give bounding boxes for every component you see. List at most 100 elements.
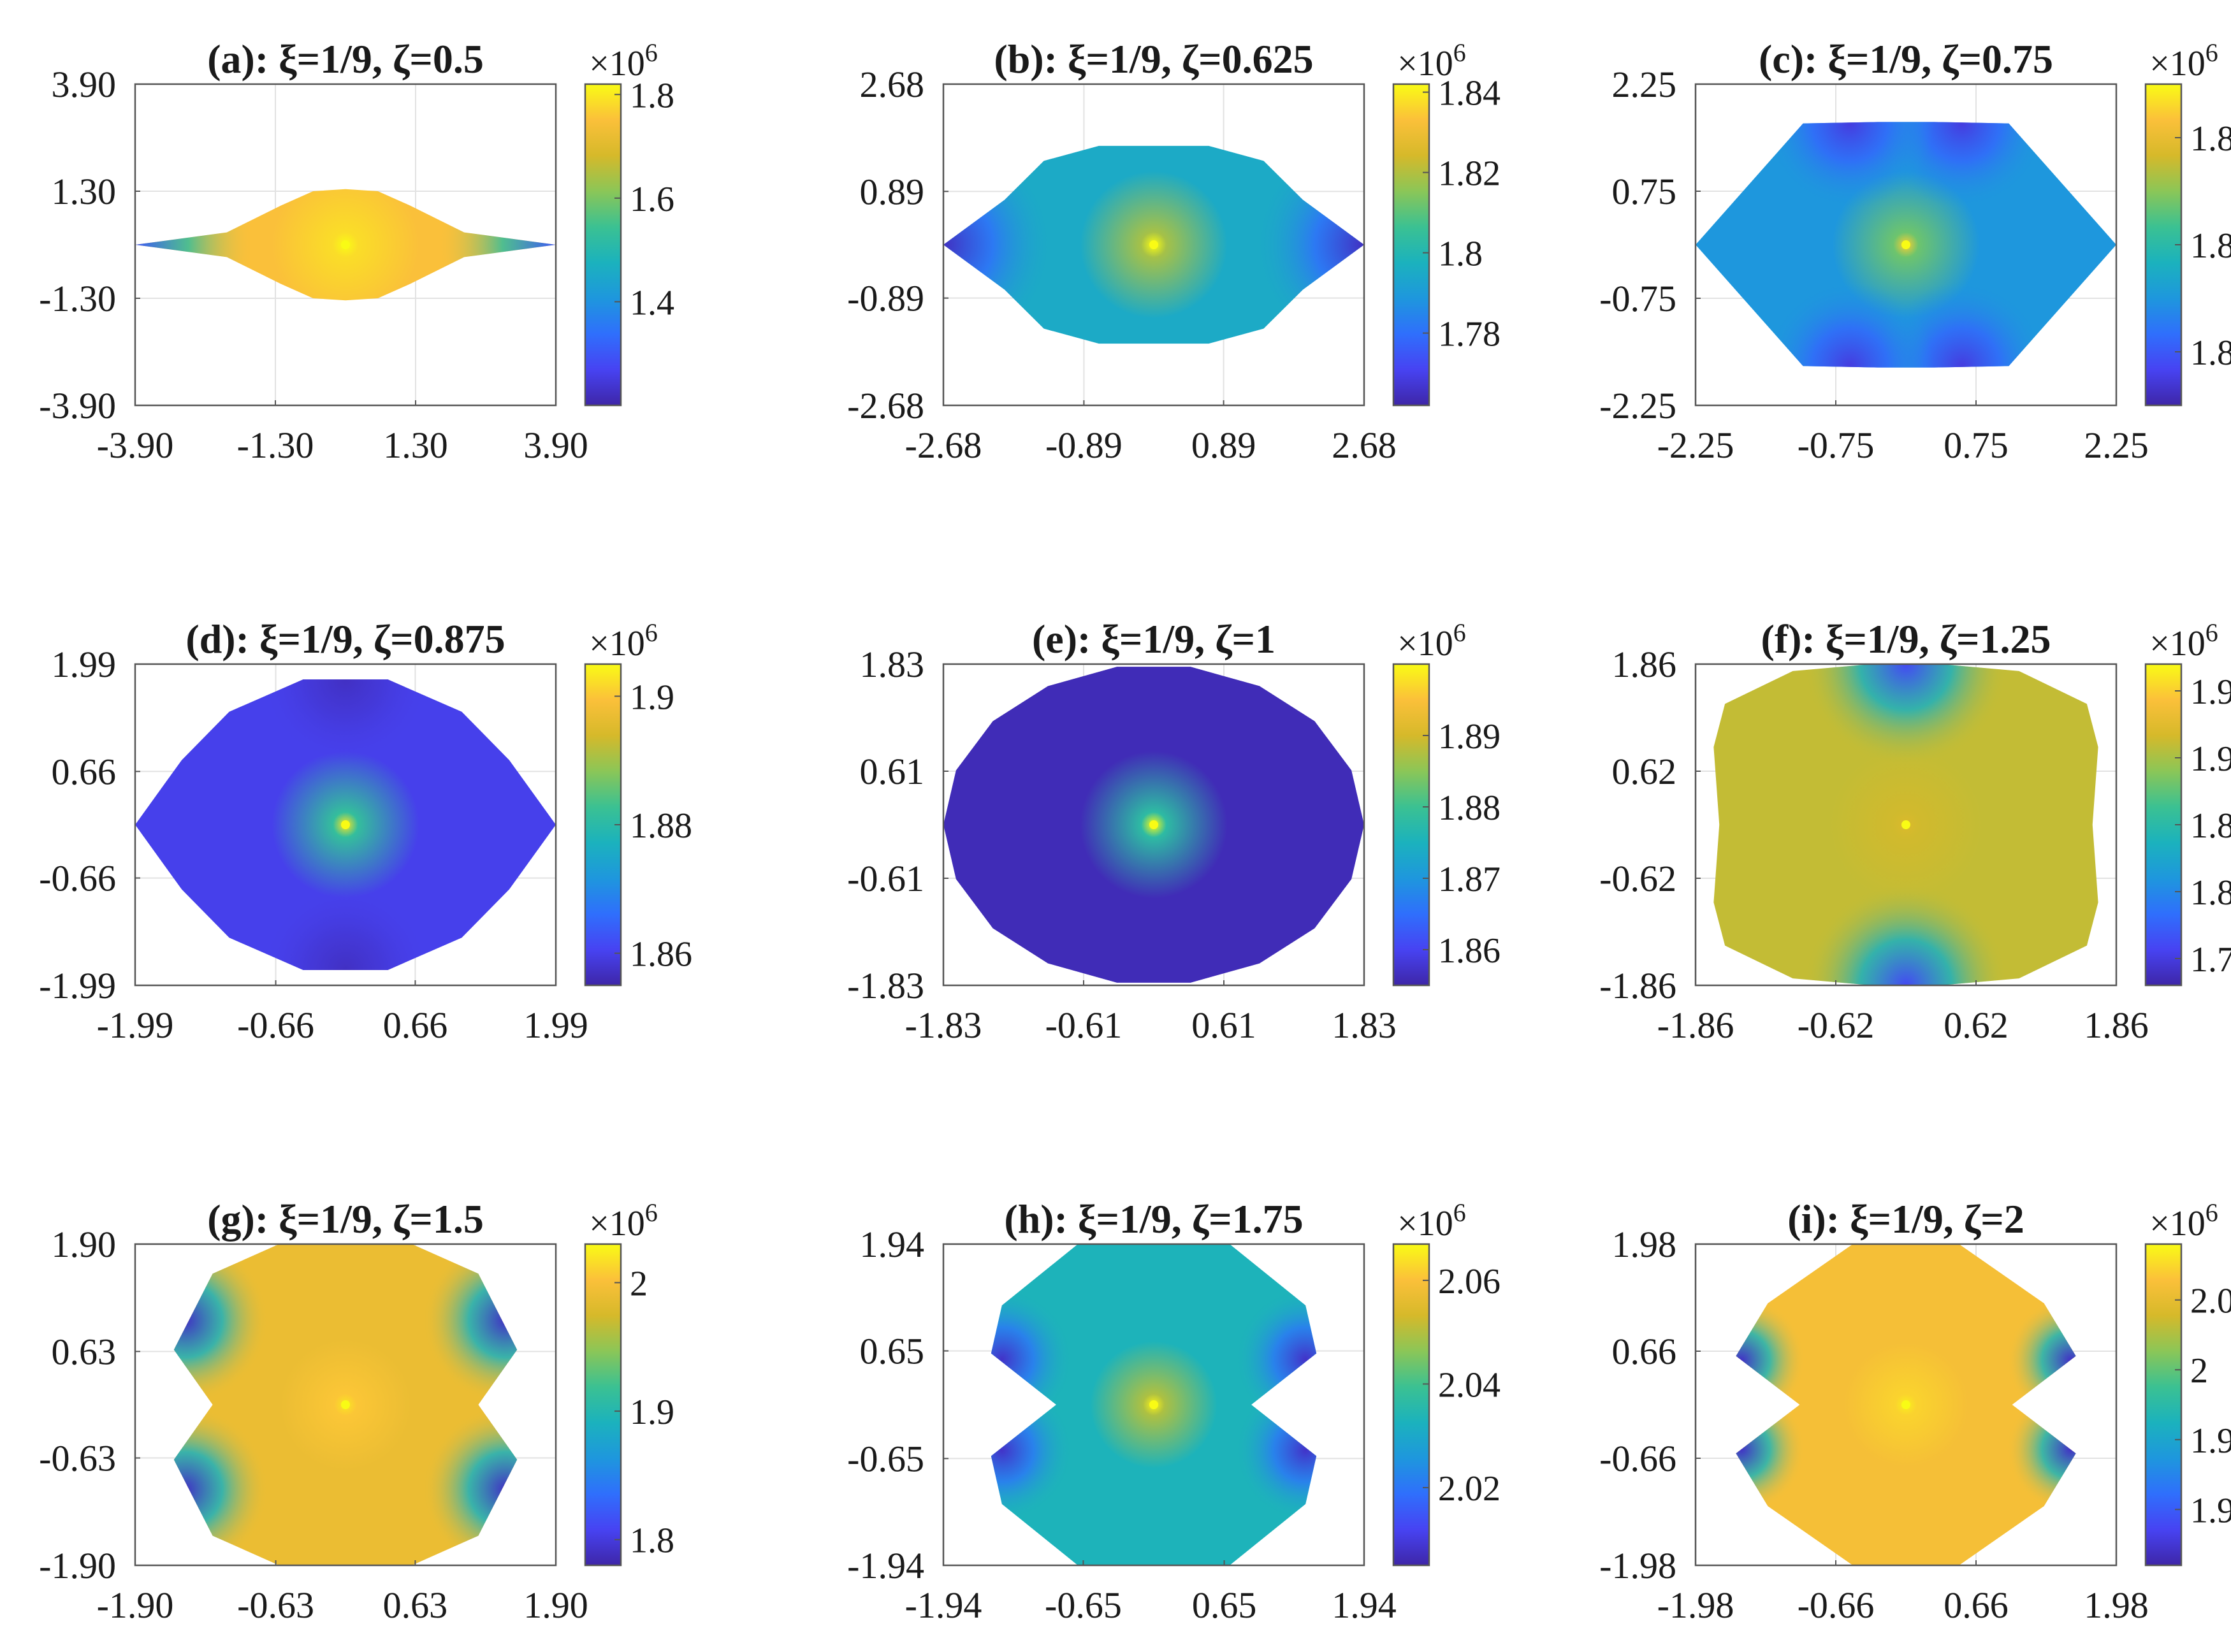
heatmap-surface (1713, 664, 2098, 985)
x-tick-label: 1.86 (2084, 1004, 2149, 1046)
y-tick-label: 0.66 (1612, 1331, 1677, 1372)
colorbar-multiplier: ×106 (589, 38, 658, 83)
colorbar (1392, 663, 1430, 987)
y-tick-label: 0.65 (860, 1331, 925, 1372)
x-tick-label: 1.90 (523, 1584, 588, 1626)
colorbar-tick-label: 1.85 (2190, 806, 2231, 846)
axes-box (134, 83, 557, 407)
y-tick-label: -0.62 (1599, 858, 1676, 899)
x-tick-label: 1.94 (1332, 1584, 1397, 1626)
panel-title: (g): ξ=1/9, ζ=1.5 (207, 1196, 484, 1242)
heatmap-tip-shade (261, 885, 430, 970)
peak-marker (1901, 1400, 1910, 1409)
x-tick-label: 0.89 (1191, 424, 1256, 466)
panel-title: (c): ξ=1/9, ζ=0.75 (1759, 36, 2053, 82)
colorbar-tick-label: 1.82 (2190, 333, 2231, 373)
y-tick-label: -3.90 (39, 385, 116, 426)
x-tick-label: -0.66 (237, 1004, 314, 1046)
colorbar-exponent: 6 (2206, 618, 2218, 647)
y-tick-label: -1.86 (1599, 965, 1676, 1006)
y-tick-label: 1.98 (1612, 1224, 1677, 1265)
panel-d: (d): ξ=1/9, ζ=0.875 -1.99 -0.66 0.66 1.99 1.9… (39, 616, 692, 1046)
peak-marker (1149, 820, 1158, 829)
y-tick-label: 1.99 (52, 644, 117, 685)
colorbar-multiplier: ×106 (1397, 618, 1466, 663)
y-tick-label: 3.90 (52, 64, 117, 105)
panel-title: (h): ξ=1/9, ζ=1.75 (1004, 1196, 1303, 1242)
x-tick-label: -0.66 (1798, 1584, 1875, 1626)
colorbar-tick-label: 2 (2190, 1351, 2208, 1391)
panel-title: (b): ξ=1/9, ζ=0.625 (994, 36, 1313, 82)
colorbar-tick-label: 1.9 (2190, 739, 2231, 779)
colorbar-tick-label: 1.87 (1438, 860, 1501, 899)
axes-box (1694, 663, 2118, 987)
x-tick-label: -0.63 (237, 1584, 314, 1626)
x-tick-label: -1.90 (97, 1584, 174, 1626)
colorbar-tick-label: 1.8 (1438, 235, 1483, 274)
colorbar-tick-label: 1.95 (2190, 1421, 2231, 1461)
panel-e: (e): ξ=1/9, ζ=1 -1.83 -0.61 0.61 1.83 1.83 0.6… (847, 616, 1501, 1046)
axes-box (942, 663, 1365, 987)
panel-a: (a): ξ=1/9, ζ=0.5 -3.90 -1.30 1.30 3.90 3.90 1… (39, 36, 674, 466)
y-tick-label: -0.65 (847, 1438, 924, 1479)
colorbar-multiplier-base: ×10 (1397, 44, 1453, 83)
colorbar-multiplier-base: ×10 (2149, 44, 2206, 83)
colorbar-tick-label: 2 (630, 1264, 648, 1303)
colorbar-tick-label: 1.86 (1438, 931, 1501, 971)
x-tick-label: -0.62 (1798, 1004, 1875, 1046)
y-tick-label: -2.68 (847, 385, 924, 426)
colorbar-tick-label: 1.8 (2190, 873, 2231, 913)
heatmap-tip-shade (1804, 664, 2008, 766)
x-tick-label: 0.61 (1191, 1004, 1256, 1046)
colorbar-multiplier: ×106 (2149, 38, 2218, 83)
x-tick-label: 2.25 (2084, 424, 2149, 466)
colorbar-tick-label: 1.84 (1438, 74, 1501, 113)
y-tick-label: 0.89 (860, 171, 925, 212)
y-tick-label: 2.25 (1612, 64, 1677, 105)
x-tick-label: -0.75 (1798, 424, 1875, 466)
y-tick-label: 0.61 (860, 751, 925, 792)
colorbar-tick-label: 1.86 (630, 935, 692, 975)
x-tick-label: 1.30 (383, 424, 448, 466)
colorbar-tick-label: 2.05 (2190, 1282, 2231, 1321)
x-tick-label: -2.68 (905, 424, 982, 466)
colorbar-multiplier: ×106 (589, 1198, 658, 1243)
y-tick-label: -1.99 (39, 965, 116, 1006)
colorbar-multiplier: ×106 (1397, 38, 1466, 83)
y-tick-label: 1.94 (860, 1224, 925, 1265)
panel-b: (b): ξ=1/9, ζ=0.625 -2.68 -0.89 0.89 2.68 2.6… (847, 36, 1501, 466)
x-tick-label: 0.62 (1944, 1004, 2009, 1046)
colorbar-exponent: 6 (1453, 1198, 1466, 1227)
axes-box (134, 663, 557, 987)
colorbar-tick-label: 1.86 (2190, 119, 2231, 159)
heatmap-tip-shade (261, 679, 430, 764)
y-tick-label: -0.63 (39, 1438, 116, 1479)
panel-title: (d): ξ=1/9, ζ=0.875 (185, 616, 505, 662)
x-tick-label: -1.94 (905, 1584, 982, 1626)
colorbar-tick-label: 1.89 (1438, 717, 1501, 757)
y-tick-label: -0.66 (1599, 1438, 1676, 1479)
panel-h: (h): ξ=1/9, ζ=1.75 -1.94 -0.65 0.65 1.94 1.94… (847, 1196, 1501, 1626)
colorbar-multiplier-base: ×10 (589, 624, 645, 663)
colorbar (584, 1243, 622, 1567)
colorbar-tick-label: 1.95 (2190, 672, 2231, 712)
colorbar-multiplier: ×106 (2149, 1198, 2218, 1243)
panel-c: (c): ξ=1/9, ζ=0.75 -2.25 -0.75 0.75 2.25 2.25… (1599, 36, 2231, 466)
y-tick-label: -1.94 (847, 1545, 924, 1586)
x-tick-label: -1.86 (1657, 1004, 1734, 1046)
y-tick-label: -0.89 (847, 278, 924, 319)
colorbar-tick-label: 1.88 (1438, 788, 1501, 828)
colorbar-exponent: 6 (1453, 618, 1466, 647)
colorbar-tick-label: 1.8 (630, 1521, 674, 1561)
axes-box (942, 83, 1365, 407)
y-tick-label: -1.30 (39, 278, 116, 319)
x-tick-label: 2.68 (1332, 424, 1397, 466)
panel-f: (f): ξ=1/9, ζ=1.25-1.86 -0.62 0.62 1.861.86… (1599, 616, 2231, 1046)
y-tick-label: -0.66 (39, 858, 116, 899)
peak-marker (1149, 1400, 1158, 1409)
y-tick-label: 1.86 (1612, 644, 1677, 685)
colorbar-multiplier-base: ×10 (589, 1204, 645, 1243)
colorbar-tick-label: 1.84 (2190, 226, 2231, 266)
x-tick-label: 0.63 (383, 1584, 448, 1626)
panel-title: (f): ξ=1/9, ζ=1.25 (1761, 616, 2051, 662)
